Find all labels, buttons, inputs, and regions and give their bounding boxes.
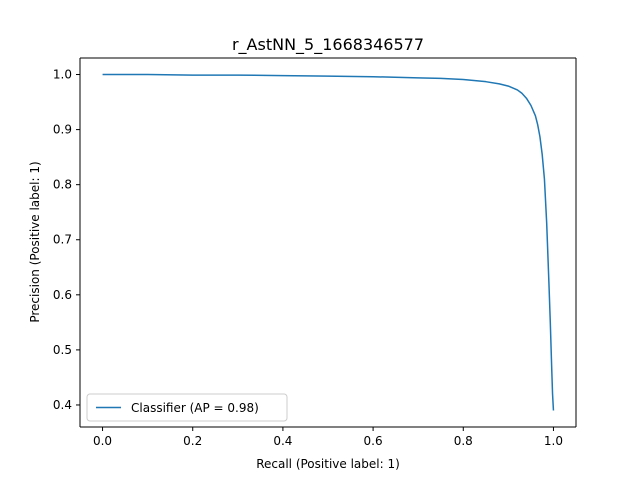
legend-entry-classifier: Classifier (AP = 0.98) bbox=[131, 401, 259, 415]
y-tick-label: 1.0 bbox=[53, 68, 72, 82]
y-tick-label: 0.4 bbox=[53, 398, 72, 412]
x-tick-label: 0.8 bbox=[454, 434, 473, 448]
y-axis-label: Precision (Positive label: 1) bbox=[28, 161, 42, 322]
y-tick-label: 0.9 bbox=[53, 123, 72, 137]
legend: Classifier (AP = 0.98) bbox=[86, 393, 288, 422]
x-tick-label: 1.0 bbox=[544, 434, 563, 448]
x-axis-ticks: 0.0 0.2 0.4 0.6 0.8 1.0 bbox=[93, 427, 563, 448]
y-tick-label: 0.7 bbox=[53, 233, 72, 247]
y-tick-label: 0.5 bbox=[53, 343, 72, 357]
x-axis-label: Recall (Positive label: 1) bbox=[256, 457, 400, 471]
x-tick-label: 0.6 bbox=[364, 434, 383, 448]
chart-title: r_AstNN_5_1668346577 bbox=[232, 35, 424, 55]
x-tick-label: 0.0 bbox=[93, 434, 112, 448]
y-axis-ticks: 0.4 0.5 0.6 0.7 0.8 0.9 1.0 bbox=[53, 68, 80, 412]
x-tick-label: 0.4 bbox=[273, 434, 292, 448]
x-tick-label: 0.2 bbox=[183, 434, 202, 448]
series-line-classifier bbox=[102, 73, 555, 411]
legend-box bbox=[86, 393, 288, 422]
plot-area bbox=[79, 57, 577, 428]
y-tick-label: 0.8 bbox=[53, 178, 72, 192]
y-tick-label: 0.6 bbox=[53, 288, 72, 302]
